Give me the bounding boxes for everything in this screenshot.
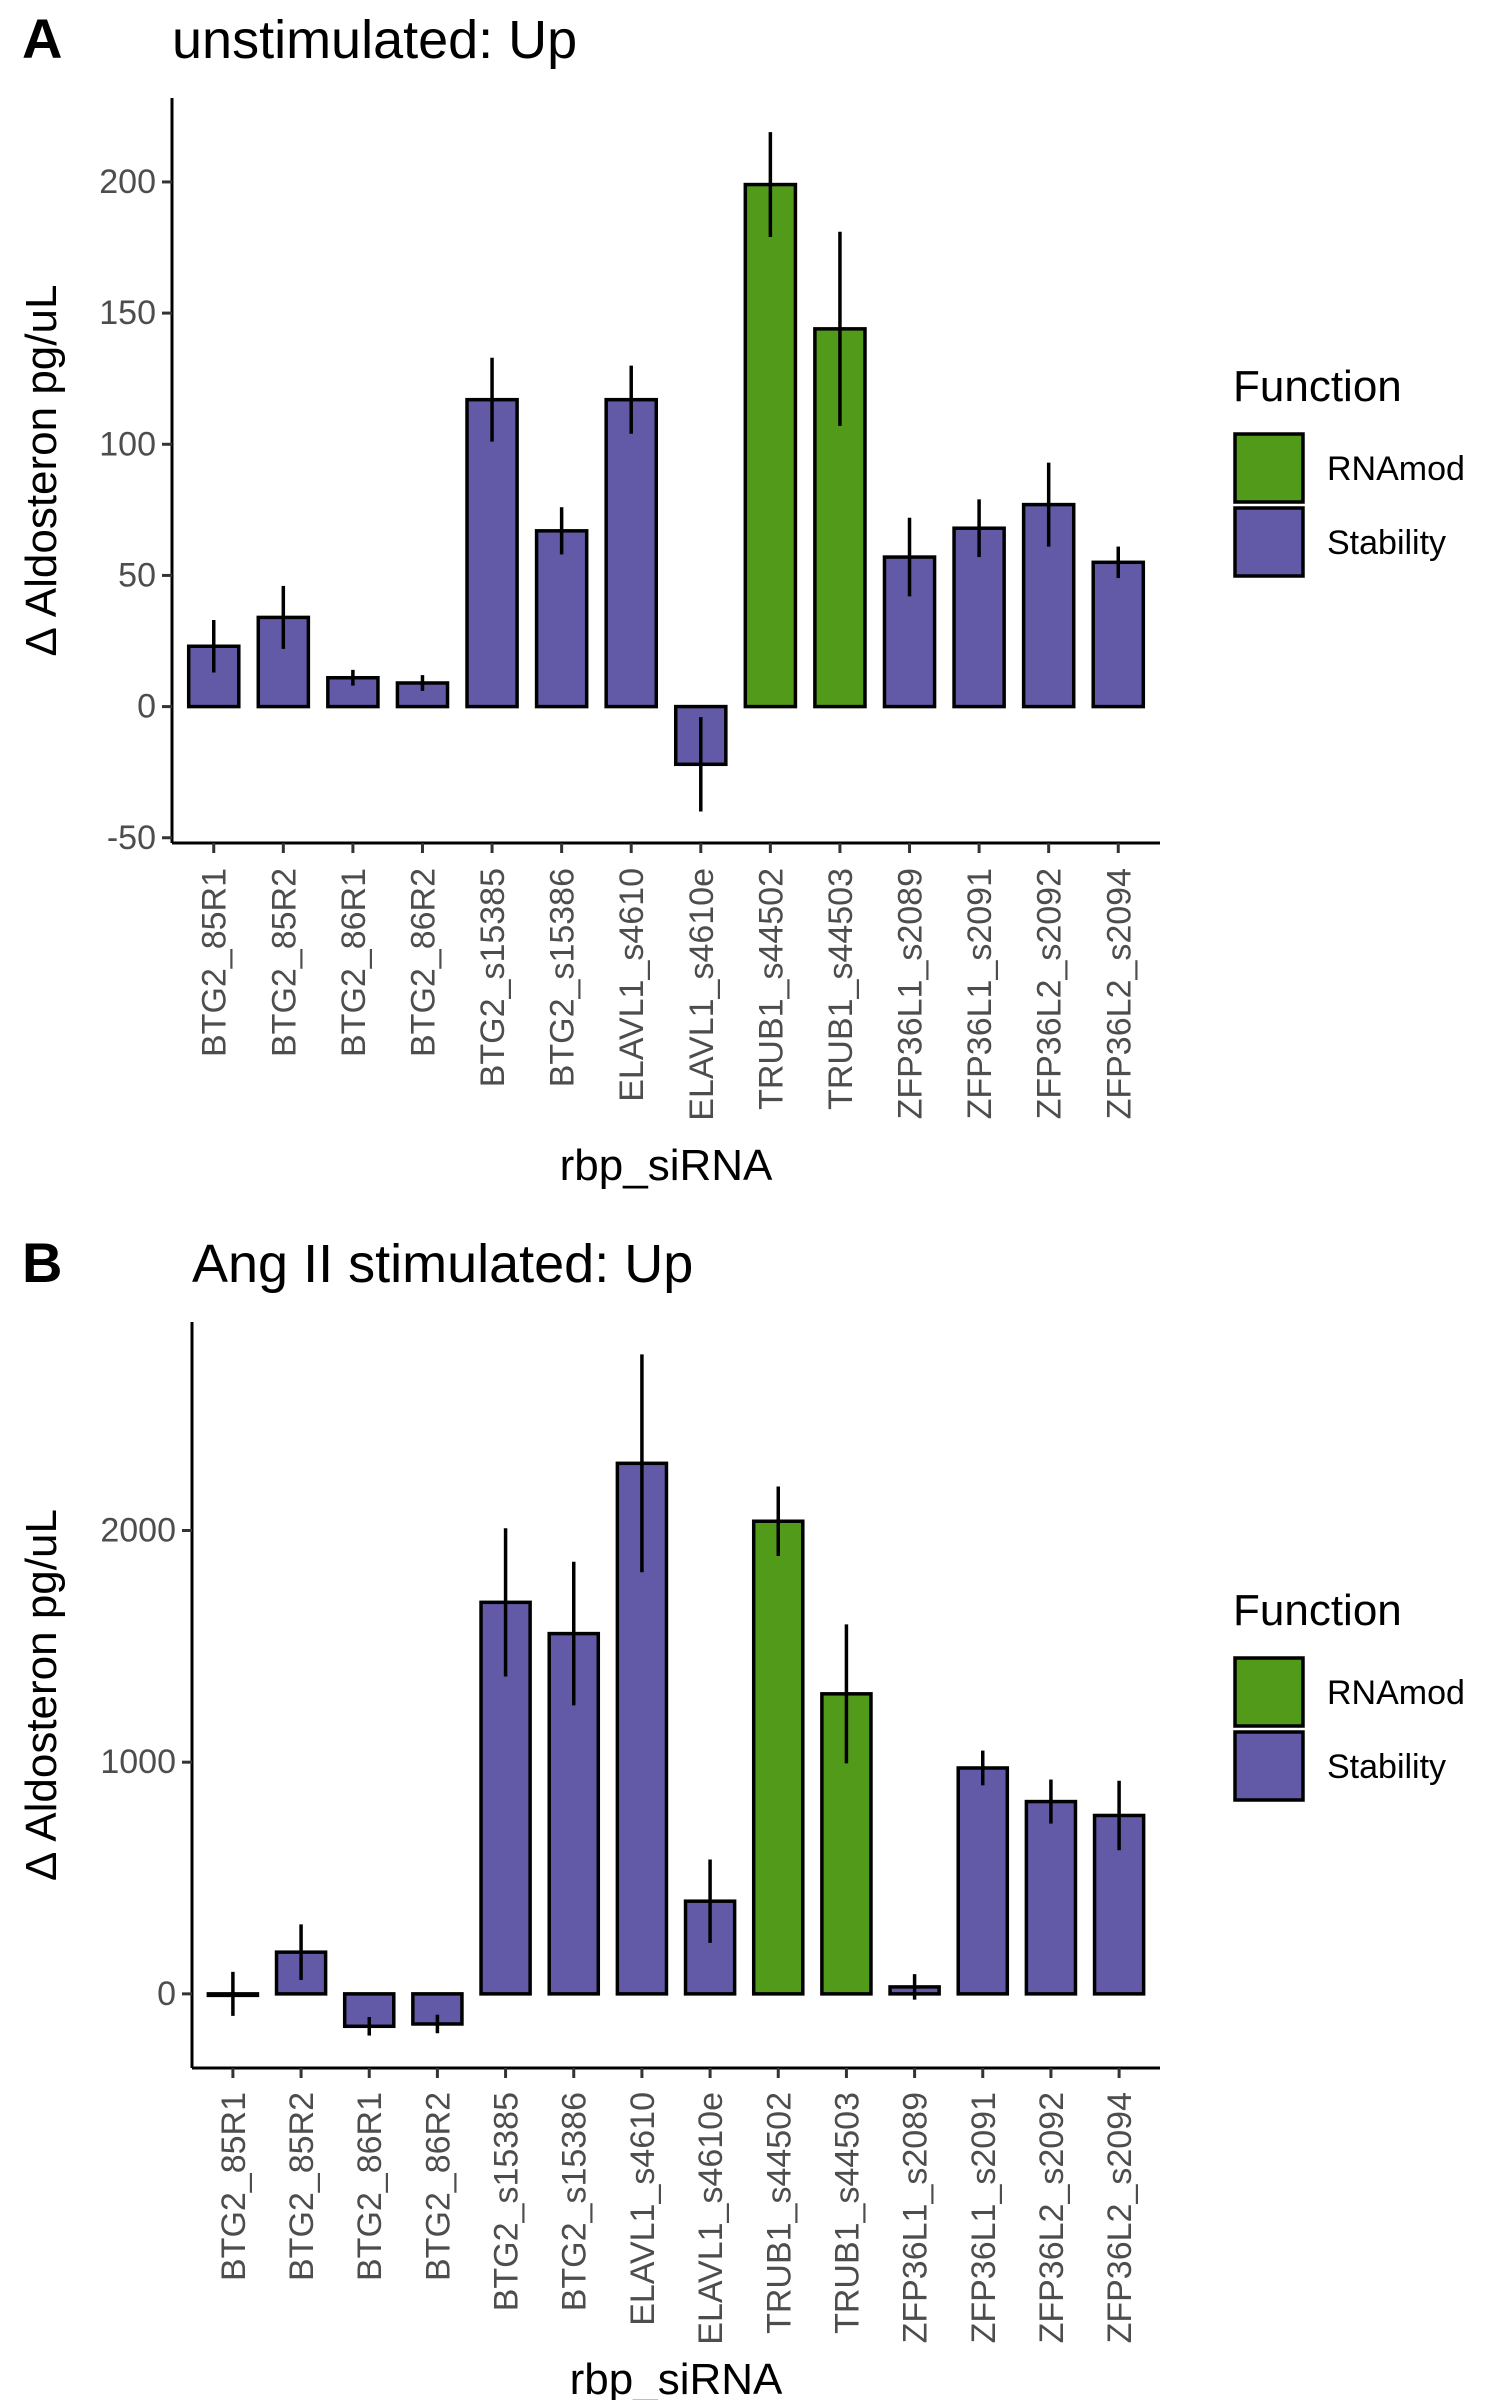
y-axis-label: Δ Aldosteron pg/uL	[17, 1509, 66, 1881]
x-tick-label: TRUB1_s44503	[828, 2092, 866, 2334]
x-tick-label: ZFP36L2_s2094	[1101, 2092, 1139, 2343]
bar-ZFP36L2_s2094	[1091, 560, 1146, 709]
x-tick-label: BTG2_85R2	[283, 2092, 321, 2281]
x-tick-label: ELAVL1_s4610	[613, 868, 651, 1102]
x-axis-label: rbp_siRNA	[560, 1141, 773, 1190]
legend-label-rnamod: RNAmod	[1327, 450, 1465, 488]
x-tick-label: TRUB1_s44503	[822, 868, 860, 1110]
y-tick-label: 50	[118, 556, 156, 594]
chart-title: Ang II stimulated: Up	[192, 1234, 693, 1294]
panel-label: B	[22, 1231, 62, 1294]
bar-TRUB1_s44502	[751, 1519, 805, 1996]
y-tick-label: 150	[99, 294, 156, 332]
bar-ZFP36L1_s2091	[956, 1766, 1010, 1996]
legend-label-rnamod: RNAmod	[1327, 1674, 1465, 1712]
x-tick-label: BTG2_86R2	[419, 2092, 457, 2281]
y-axis-label: Δ Aldosteron pg/uL	[17, 285, 66, 657]
x-tick-label: BTG2_s15386	[556, 2092, 594, 2311]
y-tick-label: -50	[107, 819, 156, 857]
chart-panel-b: B Ang II stimulated: Up 0 1000 2000 BTG2_85R1…	[17, 1231, 1465, 2404]
y-tick-label: 0	[137, 688, 156, 726]
x-tick-label: ELAVL1_s4610e	[683, 868, 721, 1121]
y-tick-label: 100	[99, 425, 156, 463]
bar-ZFP36L2_s2092	[1024, 1799, 1078, 1996]
y-tick-label: 2000	[100, 1512, 176, 1550]
x-tick-label: TRUB1_s44502	[752, 868, 790, 1110]
x-tick-label: ZFP36L1_s2089	[892, 868, 930, 1119]
chart-title: unstimulated: Up	[172, 10, 577, 70]
legend-swatch-stability	[1233, 506, 1305, 578]
legend-swatch-rnamod	[1233, 1656, 1305, 1728]
x-tick-label: BTG2_s15386	[544, 868, 582, 1087]
x-tick-label: BTG2_s15385	[474, 868, 512, 1087]
legend: Function RNAmod Stability	[1233, 1586, 1465, 1802]
x-tick-label: ZFP36L1_s2091	[965, 2092, 1003, 2343]
bar-ZFP36L1_s2089	[882, 555, 937, 709]
x-tick-label: ZFP36L1_s2089	[897, 2092, 935, 2343]
x-tick-label: ZFP36L2_s2092	[1033, 2092, 1071, 2343]
legend-swatch-rnamod	[1233, 432, 1305, 504]
legend-title: Function	[1233, 1586, 1402, 1635]
legend-label-stability: Stability	[1327, 524, 1446, 562]
x-tick-label: ELAVL1_s4610	[624, 2092, 662, 2326]
legend-swatch-stability	[1233, 1730, 1305, 1802]
bar-BTG2_s15385	[465, 397, 519, 709]
x-tick-label: ZFP36L2_s2092	[1031, 868, 1069, 1119]
x-tick-label: BTG2_86R1	[335, 868, 373, 1057]
y-tick-label: 200	[99, 163, 156, 201]
bar-TRUB1_s44502	[743, 182, 798, 709]
x-tick-label: BTG2_86R1	[351, 2092, 389, 2281]
y-tick-label: 1000	[100, 1743, 176, 1781]
x-tick-label: BTG2_s15385	[488, 2092, 526, 2311]
y-tick-label: 0	[157, 1975, 176, 2013]
x-tick-label: BTG2_85R1	[196, 868, 234, 1057]
legend: Function RNAmod Stability	[1233, 362, 1465, 578]
bar-BTG2_s15386	[534, 529, 589, 709]
bar-ELAVL1_s4610	[604, 397, 659, 709]
x-axis-label: rbp_siRNA	[570, 2355, 783, 2400]
bar-ZFP36L1_s2091	[952, 526, 1006, 709]
legend-title: Function	[1233, 362, 1402, 411]
x-tick-label: ZFP36L1_s2091	[961, 868, 999, 1119]
x-tick-label: ZFP36L2_s2094	[1100, 868, 1138, 1119]
x-tick-label: ELAVL1_s4610e	[692, 2092, 730, 2345]
panel-label: A	[22, 7, 62, 70]
x-tick-label: TRUB1_s44502	[760, 2092, 798, 2334]
x-tick-label: BTG2_86R2	[404, 868, 442, 1057]
legend-label-stability: Stability	[1327, 1748, 1446, 1786]
x-tick-label: BTG2_85R1	[215, 2092, 253, 2281]
x-tick-label: BTG2_85R2	[265, 868, 303, 1057]
